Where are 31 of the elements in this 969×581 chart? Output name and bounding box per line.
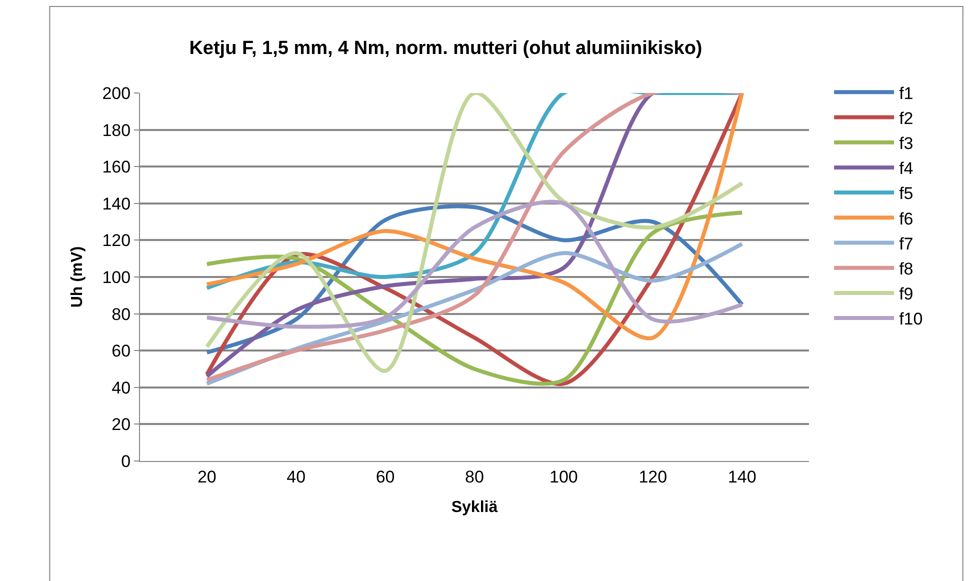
legend-label: f5 <box>899 184 914 204</box>
y-tick-label: 160 <box>102 158 131 177</box>
y-tick-label: 0 <box>121 452 131 471</box>
y-tick-label: 100 <box>102 268 131 287</box>
x-tick-label: 20 <box>197 467 216 486</box>
chart-title: Ketju F, 1,5 mm, 4 Nm, norm. mutteri (ohut alumiinikisko) <box>189 38 702 59</box>
x-tick-label: 140 <box>728 467 756 486</box>
y-tick-label: 140 <box>102 194 131 214</box>
y-tick-label: 80 <box>112 304 131 324</box>
legend-label: f10 <box>899 310 923 329</box>
legend-label: f3 <box>899 134 914 153</box>
x-tick-label: 120 <box>638 467 668 486</box>
y-tick-label: 120 <box>102 231 131 250</box>
x-axis-title: Sykliä <box>451 499 498 516</box>
legend-label: f4 <box>899 159 914 178</box>
legend-label: f2 <box>899 108 914 128</box>
y-tick-label: 40 <box>112 378 131 398</box>
legend-label: f1 <box>899 84 914 103</box>
x-tick-label: 80 <box>465 467 484 486</box>
y-tick-label: 20 <box>112 415 131 434</box>
legend-label: f6 <box>899 209 914 228</box>
x-tick-label: 100 <box>550 467 578 486</box>
legend-label: f7 <box>899 234 914 254</box>
legend-label: f9 <box>899 284 914 304</box>
legend-label: f8 <box>899 259 914 278</box>
x-tick-label: 40 <box>286 467 306 486</box>
y-tick-label: 60 <box>112 342 131 361</box>
y-tick-label: 200 <box>102 84 131 103</box>
y-tick-label: 180 <box>102 120 131 140</box>
x-tick-label: 60 <box>376 467 395 486</box>
y-axis-title: Uh (mV) <box>69 246 86 308</box>
